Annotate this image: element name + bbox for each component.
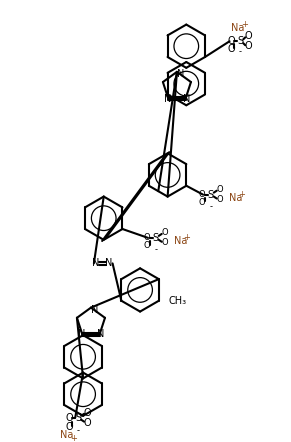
Text: O: O: [161, 229, 168, 237]
Text: Na: Na: [232, 23, 245, 33]
Text: O: O: [144, 233, 150, 242]
Text: O: O: [83, 408, 91, 418]
Text: N: N: [92, 259, 100, 268]
Text: +: +: [183, 233, 190, 242]
Text: +: +: [238, 190, 245, 199]
Text: S: S: [75, 413, 81, 423]
Text: O: O: [161, 238, 168, 247]
Text: -: -: [239, 48, 242, 57]
Text: O: O: [244, 31, 252, 42]
Text: S: S: [153, 233, 159, 243]
Text: O: O: [199, 198, 205, 207]
Text: O: O: [228, 44, 235, 54]
Text: O: O: [217, 195, 223, 204]
Text: N: N: [97, 329, 104, 339]
Text: S: S: [208, 190, 214, 200]
Text: N: N: [78, 329, 85, 339]
Text: Na: Na: [228, 193, 242, 202]
Text: O: O: [199, 190, 205, 199]
Text: N: N: [177, 69, 184, 79]
Text: CH₃: CH₃: [169, 296, 187, 306]
Text: N: N: [183, 94, 190, 103]
Text: N: N: [164, 94, 171, 103]
Text: O: O: [83, 418, 91, 427]
Text: N: N: [105, 259, 112, 268]
Text: N: N: [91, 305, 99, 315]
Text: +: +: [241, 20, 248, 29]
Text: +: +: [70, 434, 77, 442]
Text: Na: Na: [173, 236, 187, 246]
Text: O: O: [65, 422, 73, 431]
Text: O: O: [65, 413, 73, 423]
Text: O: O: [244, 41, 252, 51]
Text: O: O: [144, 241, 150, 250]
Text: O: O: [217, 185, 223, 194]
Text: -: -: [209, 202, 212, 211]
Text: O: O: [228, 36, 235, 46]
Text: S: S: [237, 36, 243, 46]
Text: Na: Na: [59, 431, 73, 440]
Text: -: -: [77, 426, 80, 435]
Text: -: -: [154, 245, 157, 254]
